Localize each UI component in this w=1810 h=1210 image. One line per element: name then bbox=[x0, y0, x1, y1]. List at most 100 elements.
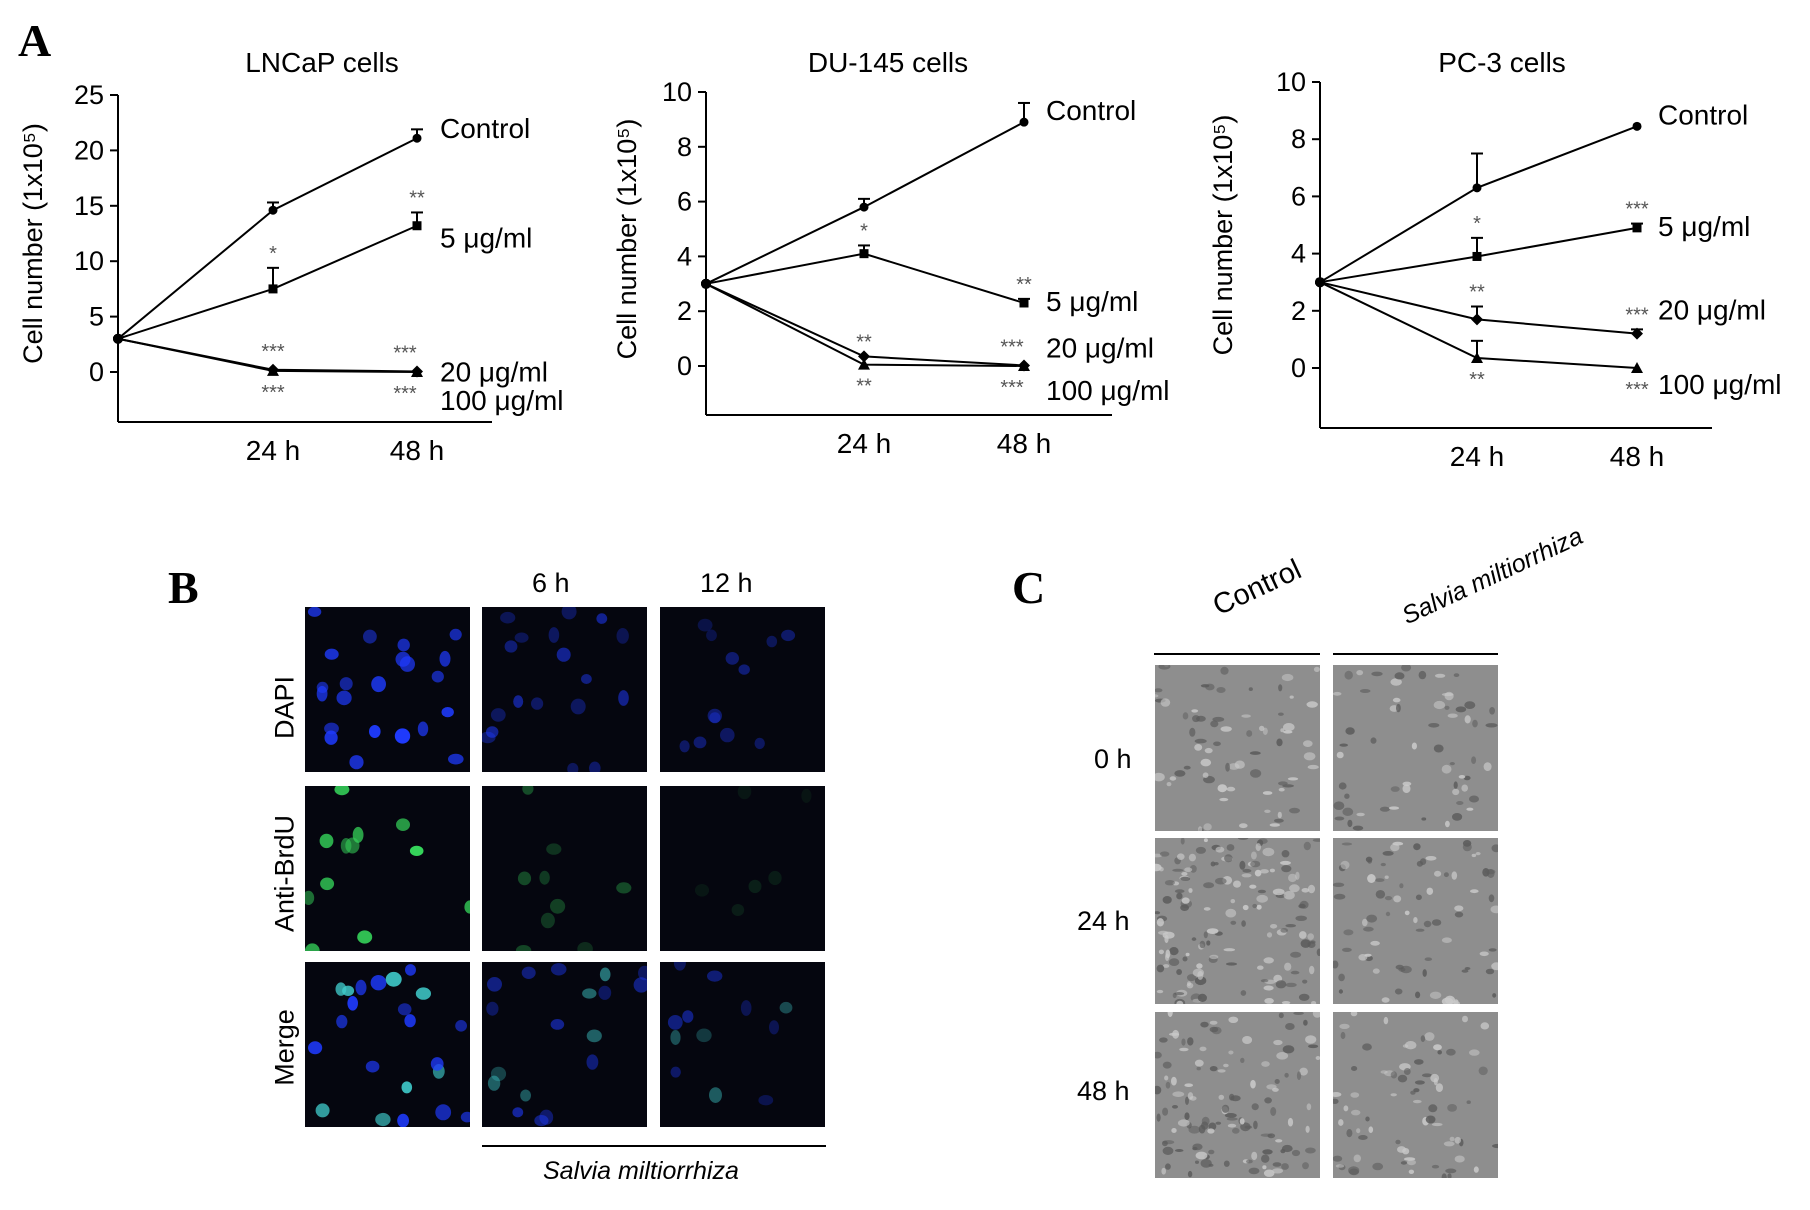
cell bbox=[1251, 851, 1257, 860]
cell bbox=[1197, 993, 1207, 1002]
cell bbox=[1219, 797, 1229, 802]
cell bbox=[1169, 947, 1179, 956]
cell bbox=[1227, 1123, 1237, 1128]
cell bbox=[1195, 1151, 1208, 1160]
cell bbox=[1299, 900, 1309, 909]
x-tick-label: 48 h bbox=[390, 435, 445, 466]
cell bbox=[1400, 1161, 1407, 1165]
cell bbox=[1228, 1016, 1239, 1023]
nucleus bbox=[540, 912, 555, 929]
cell bbox=[1451, 871, 1458, 880]
y-tick-label: 15 bbox=[74, 191, 104, 221]
nucleus bbox=[404, 1014, 416, 1028]
significance-label: *** bbox=[1625, 304, 1649, 326]
cell bbox=[1469, 1049, 1480, 1056]
y-tick-label: 2 bbox=[677, 296, 692, 326]
chart-title: DU-145 cells bbox=[808, 47, 968, 78]
cell bbox=[1184, 1083, 1193, 1087]
cell bbox=[1261, 1154, 1270, 1163]
y-axis-label: Cell number (1x10⁵) bbox=[1208, 115, 1238, 356]
cell bbox=[1453, 999, 1459, 1004]
cell bbox=[1362, 1043, 1372, 1051]
cell bbox=[1166, 782, 1172, 787]
nucleus bbox=[324, 722, 339, 735]
series-line bbox=[117, 224, 418, 340]
cell bbox=[1368, 1126, 1374, 1133]
nucleus bbox=[779, 1001, 793, 1014]
cell bbox=[1345, 727, 1355, 735]
cell bbox=[1272, 1087, 1279, 1092]
y-axis-label: Cell number (1x10⁵) bbox=[18, 123, 48, 364]
nucleus bbox=[667, 1015, 683, 1030]
series-5-g-ml: ****5 μg/ml bbox=[1315, 199, 1750, 288]
cell-nuclei bbox=[679, 618, 796, 753]
cell bbox=[1215, 846, 1225, 853]
cell bbox=[1260, 979, 1269, 983]
cell bbox=[1423, 920, 1432, 928]
cell bbox=[1211, 1026, 1222, 1035]
cell bbox=[1172, 868, 1184, 872]
nucleus bbox=[556, 647, 571, 662]
cell bbox=[1162, 1140, 1168, 1147]
cell bbox=[1164, 1075, 1169, 1081]
cell bbox=[1404, 910, 1410, 916]
y-axis-label: Cell number (1x10⁵) bbox=[612, 119, 642, 360]
nucleus bbox=[582, 988, 597, 999]
panel-letter-c: C bbox=[1012, 562, 1046, 613]
cell bbox=[1353, 1154, 1361, 1163]
cell bbox=[1264, 1097, 1272, 1104]
cell bbox=[1272, 1162, 1282, 1167]
nucleus bbox=[513, 695, 524, 708]
significance-label: * bbox=[1473, 213, 1481, 235]
cell bbox=[1333, 801, 1345, 810]
cell bbox=[1447, 1104, 1457, 1112]
nucleus bbox=[319, 833, 334, 849]
cell bbox=[1338, 989, 1343, 994]
cell bbox=[1194, 744, 1203, 751]
cell bbox=[1338, 973, 1345, 982]
cell bbox=[1446, 1048, 1456, 1056]
cell bbox=[1206, 928, 1219, 934]
cell bbox=[1180, 838, 1185, 845]
cell bbox=[1462, 1015, 1468, 1023]
cell bbox=[1425, 856, 1437, 861]
cell bbox=[1191, 709, 1199, 713]
nucleus bbox=[417, 721, 429, 737]
cell bbox=[1392, 841, 1404, 846]
cell bbox=[1424, 957, 1432, 961]
cell bbox=[1305, 1035, 1317, 1044]
cell bbox=[1192, 1146, 1198, 1151]
nucleus bbox=[758, 1095, 774, 1106]
significance-label: ** bbox=[1016, 274, 1032, 296]
cell bbox=[1308, 1044, 1319, 1049]
nucleus bbox=[567, 762, 579, 772]
cell bbox=[1454, 1136, 1461, 1144]
panel-c-row-label-0h: 0 h bbox=[1094, 744, 1132, 774]
cell bbox=[1203, 907, 1211, 911]
cell bbox=[1475, 852, 1481, 856]
data-point bbox=[701, 278, 711, 289]
nucleus bbox=[550, 963, 567, 976]
cell bbox=[1155, 772, 1165, 782]
cell bbox=[1441, 997, 1454, 1004]
cell bbox=[1305, 1125, 1310, 1133]
cell bbox=[1372, 1162, 1384, 1171]
significance-label: *** bbox=[393, 342, 417, 364]
cell bbox=[1342, 947, 1352, 952]
cell bbox=[1287, 1117, 1294, 1127]
cell bbox=[1287, 777, 1299, 781]
cell bbox=[1333, 960, 1339, 969]
cell bbox=[1298, 993, 1310, 1001]
nucleus bbox=[707, 970, 723, 982]
cell bbox=[1281, 1001, 1291, 1004]
data-point bbox=[1315, 277, 1325, 288]
x-tick-label: 24 h bbox=[1450, 441, 1505, 470]
y-tick-label: 0 bbox=[89, 357, 104, 387]
cell bbox=[1188, 888, 1193, 893]
cell bbox=[1271, 1168, 1284, 1174]
cell bbox=[1333, 1155, 1343, 1162]
cell bbox=[1301, 888, 1310, 893]
cell bbox=[1375, 890, 1386, 899]
data-point bbox=[267, 364, 279, 376]
cell bbox=[1390, 678, 1402, 686]
